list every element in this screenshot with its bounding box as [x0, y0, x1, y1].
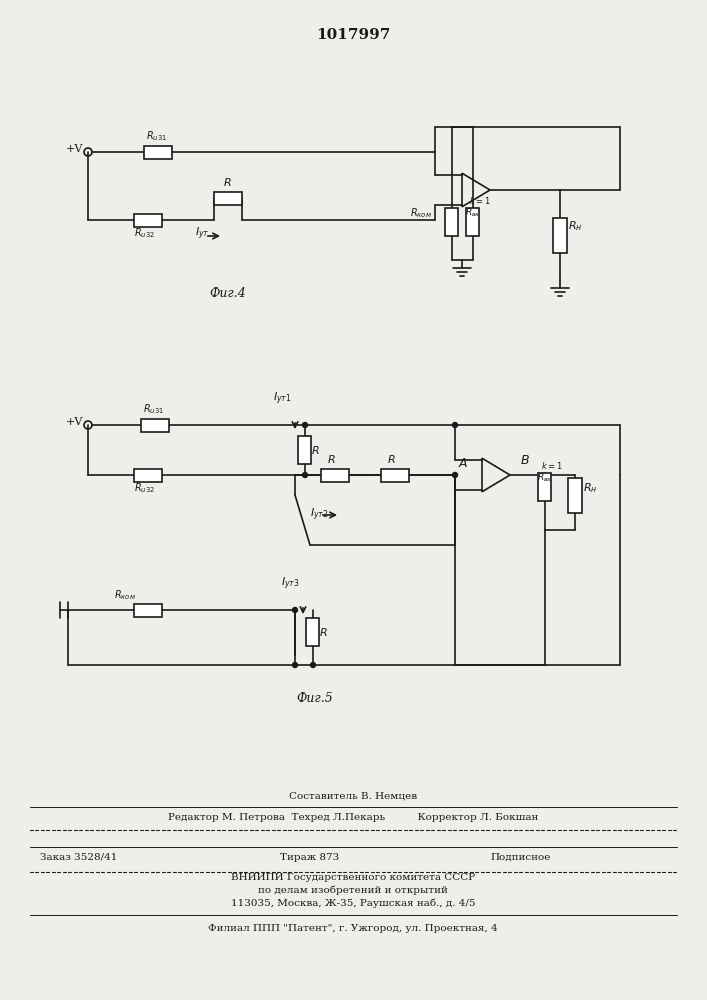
Text: $R_{ком}$: $R_{ком}$ [410, 206, 432, 220]
Bar [539, 473, 551, 501]
Text: $R_{u31}$: $R_{u31}$ [146, 129, 167, 143]
Text: Фиг.5: Фиг.5 [297, 692, 334, 705]
Circle shape [293, 662, 298, 668]
Text: $R_{u32}$: $R_{u32}$ [134, 481, 155, 495]
Text: $B$: $B$ [520, 454, 530, 467]
Text: $R_{вх}$: $R_{вх}$ [465, 207, 481, 219]
Bar [381, 468, 409, 482]
Text: $I_{ут1}$: $I_{ут1}$ [273, 391, 292, 407]
Bar [568, 478, 582, 512]
Text: $R_{н}$: $R_{н}$ [583, 481, 597, 495]
Bar [307, 618, 320, 646]
Bar [298, 436, 312, 464]
Text: ВНИИПИ Государственного комитета СССР: ВНИИПИ Государственного комитета СССР [231, 873, 475, 882]
Bar [134, 603, 162, 616]
Text: $R$: $R$ [387, 453, 396, 465]
Circle shape [303, 473, 308, 478]
Text: $R_{u32}$: $R_{u32}$ [134, 226, 155, 240]
Bar [467, 208, 479, 236]
Text: Фиг.4: Фиг.4 [209, 287, 246, 300]
Text: Тираж 873: Тираж 873 [280, 853, 339, 862]
Text: $I_{ут2}$: $I_{ут2}$ [310, 507, 329, 523]
Bar [144, 145, 172, 158]
Text: 113035, Москва, Ж-35, Раушская наб., д. 4/5: 113035, Москва, Ж-35, Раушская наб., д. … [230, 898, 475, 908]
Text: $R$: $R$ [311, 444, 320, 456]
Text: $I_{ут}$: $I_{ут}$ [195, 226, 209, 242]
Circle shape [303, 422, 308, 428]
Text: 1017997: 1017997 [316, 28, 390, 42]
Text: +V: +V [66, 417, 83, 427]
Text: $R_{н}$: $R_{н}$ [568, 219, 583, 233]
Bar [134, 214, 162, 227]
Text: Филиал ППП "Патент", г. Ужгород, ул. Проектная, 4: Филиал ППП "Патент", г. Ужгород, ул. Про… [208, 924, 498, 933]
Circle shape [452, 473, 457, 478]
Text: $k=1$: $k=1$ [541, 460, 563, 471]
Circle shape [452, 422, 457, 428]
Text: Редактор М. Петрова  Техред Л.Пекарь          Корректор Л. Бокшан: Редактор М. Петрова Техред Л.Пекарь Корр… [168, 813, 538, 822]
Text: $R$: $R$ [319, 626, 327, 638]
Text: Заказ 3528/41: Заказ 3528/41 [40, 853, 117, 862]
Text: $R$: $R$ [327, 453, 336, 465]
Text: $k=1$: $k=1$ [469, 195, 491, 206]
Text: $R_{ком}$: $R_{ком}$ [114, 588, 136, 602]
Bar [214, 192, 242, 205]
Circle shape [293, 607, 298, 612]
Bar [553, 218, 567, 252]
Text: $R_{вх}$: $R_{вх}$ [537, 472, 553, 484]
Circle shape [310, 662, 315, 668]
Text: $R_{u31}$: $R_{u31}$ [143, 402, 164, 416]
Text: $A$: $A$ [458, 457, 468, 470]
Text: $R$: $R$ [223, 176, 232, 188]
Text: Подписное: Подписное [490, 853, 550, 862]
Text: +V: +V [66, 144, 83, 154]
Text: Составитель В. Немцев: Составитель В. Немцев [289, 791, 417, 800]
Bar [445, 208, 459, 236]
Text: по делам изобретений и открытий: по делам изобретений и открытий [258, 886, 448, 895]
Bar [321, 468, 349, 482]
Bar [134, 468, 162, 482]
Bar [141, 418, 169, 432]
Text: $I_{ут3}$: $I_{ут3}$ [281, 576, 300, 592]
